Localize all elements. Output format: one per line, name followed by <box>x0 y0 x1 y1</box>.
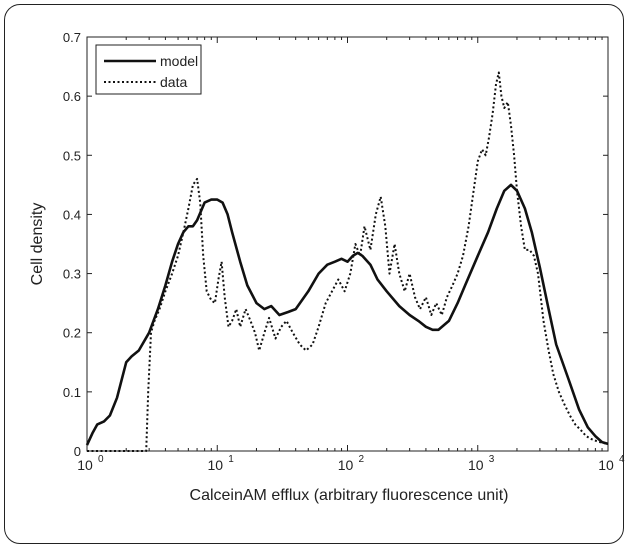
x-tick-exponent-2: 2 <box>359 454 365 465</box>
x-axis-label: CalceinAM efflux (arbitrary fluorescence… <box>190 487 509 504</box>
y-tick-label-0: 0 <box>74 444 81 459</box>
x-tick-exponent-0: 0 <box>98 454 104 465</box>
y-tick-label-2: 0.2 <box>63 326 81 341</box>
series-line-model <box>85 183 609 446</box>
x-tick-label-2: 10 <box>338 457 354 473</box>
legend-label-data: data <box>160 74 187 90</box>
y-tick-label-4: 0.4 <box>63 207 81 222</box>
legend: model data <box>95 44 202 95</box>
x-tick-label-1: 10 <box>207 457 223 473</box>
ticks-layer: 00.10.20.30.40.50.60.710 0 10 1 10 2 10 3 10 4 <box>63 30 625 473</box>
y-tick-label-6: 0.6 <box>63 89 81 104</box>
y-tick-label-3: 0.3 <box>63 267 81 282</box>
lines-layer <box>85 71 609 452</box>
legend-box <box>95 44 202 95</box>
y-tick-label-5: 0.5 <box>63 148 81 163</box>
legend-label-model: model <box>160 53 198 69</box>
y-tick-label-1: 0.1 <box>63 385 81 400</box>
plot-area <box>86 36 609 452</box>
chart-svg: 00.10.20.30.40.50.60.710 0 10 1 10 2 10 3 10 4 mo… <box>29 30 625 504</box>
y-tick-label-7: 0.7 <box>63 30 81 45</box>
y-axis-label: Cell density <box>29 203 46 286</box>
x-tick-exponent-4: 4 <box>619 454 625 465</box>
x-tick-exponent-1: 1 <box>228 454 234 465</box>
x-tick-label-3: 10 <box>468 457 484 473</box>
series-line-data <box>87 71 609 452</box>
x-tick-label-4: 10 <box>598 457 614 473</box>
x-tick-label-0: 10 <box>77 457 93 473</box>
x-tick-exponent-3: 3 <box>489 454 495 465</box>
